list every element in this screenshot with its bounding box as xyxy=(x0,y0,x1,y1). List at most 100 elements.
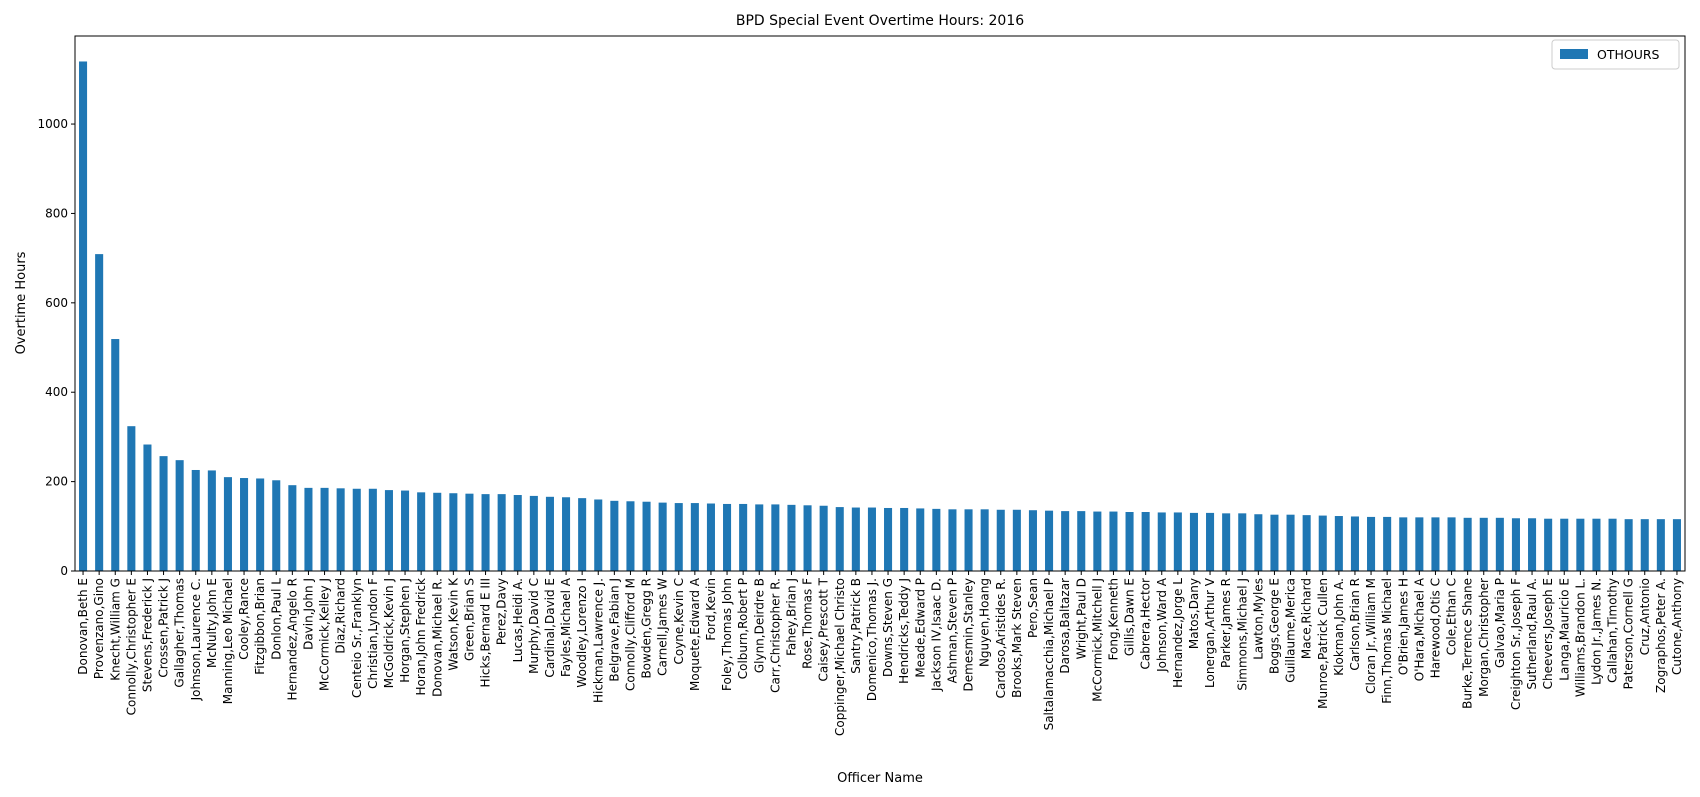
x-tick-label: Finn,Thomas Michael xyxy=(1380,578,1394,704)
x-tick-label: Connolly,Christopher E xyxy=(124,578,138,715)
x-tick-label: Ford,Kevin xyxy=(704,578,718,641)
y-tick-label: 400 xyxy=(45,385,68,399)
bar xyxy=(658,502,667,571)
bar xyxy=(79,61,88,571)
x-tick-label: Cardoso,Aristides R. xyxy=(994,578,1008,698)
x-tick-label: Downs,Steven G xyxy=(881,578,895,677)
bar xyxy=(111,339,120,571)
bars-group xyxy=(79,61,1681,572)
bar xyxy=(1656,519,1665,571)
bar xyxy=(1157,512,1166,571)
x-tick-label: Lydon Jr.,James N. xyxy=(1589,578,1603,685)
x-tick-label: Cooley,Rance xyxy=(237,578,251,660)
x-tick-label: Carnell,James W xyxy=(656,578,670,676)
bar xyxy=(1222,513,1231,571)
bar xyxy=(1093,511,1102,571)
x-tick-label: Callahan,Timothy xyxy=(1606,578,1620,683)
bar xyxy=(384,490,393,571)
bar xyxy=(690,503,699,571)
bar xyxy=(674,503,683,571)
x-tick-label: Donlon,Paul L xyxy=(269,578,283,660)
x-tick-label: Rose,Thomas F xyxy=(801,578,815,669)
bar xyxy=(626,501,635,571)
x-tick-label: Fahey,Brian J xyxy=(784,578,798,656)
bar xyxy=(449,493,458,571)
y-ticks-group: 0 200 400 600 800 1000 xyxy=(37,117,75,578)
bar xyxy=(304,487,313,571)
x-tick-label: Hernandez,Angelo R xyxy=(285,578,299,700)
x-tick-label: Perez,Davy xyxy=(495,578,509,645)
bar xyxy=(610,500,619,571)
bar xyxy=(1012,509,1021,571)
x-tick-label: Darosa,Baltazar xyxy=(1058,578,1072,674)
x-tick-label: Fong,Kenneth xyxy=(1106,578,1120,660)
x-tick-label: Donovan,Michael R. xyxy=(430,578,444,697)
x-axis-label: Officer Name xyxy=(837,771,923,786)
bar xyxy=(1028,510,1037,571)
x-tick-label: Williams,Brandon L. xyxy=(1573,578,1587,697)
x-tick-label: O'Brien,James H xyxy=(1396,578,1410,675)
bar xyxy=(578,498,587,571)
x-tick-label: Klokman,John A. xyxy=(1332,578,1346,676)
x-tick-label: Nguyen,Hoang xyxy=(978,578,992,667)
x-tick-label: Galvao,Maria P xyxy=(1493,578,1507,668)
x-tick-label: Domenico,Thomas J. xyxy=(865,578,879,701)
bar xyxy=(932,508,941,571)
x-tick-label: McNulty,John E xyxy=(205,578,219,668)
legend-label: OTHOURS xyxy=(1597,47,1660,62)
bar xyxy=(1302,515,1311,571)
bar xyxy=(1624,519,1633,571)
x-tick-label: Cloran Jr.,William M xyxy=(1364,578,1378,694)
bar xyxy=(1415,517,1424,571)
x-tick-label: Fitzgibbon,Brian xyxy=(253,578,267,675)
x-tick-label: Creighton Sr.,Joseph F xyxy=(1509,578,1523,710)
chart-title: BPD Special Event Overtime Hours: 2016 xyxy=(736,13,1024,29)
legend: OTHOURS xyxy=(1551,39,1680,70)
y-tick-label: 0 xyxy=(60,564,68,578)
bar xyxy=(223,477,232,571)
bar xyxy=(336,488,345,571)
x-tick-label: Boggs,George E xyxy=(1267,578,1281,674)
bar xyxy=(1061,511,1070,571)
x-tick-label: Jackson IV,Isaac D. xyxy=(929,578,943,692)
bar xyxy=(1560,518,1569,571)
bar xyxy=(1125,512,1134,571)
x-tick-label: Davin,John J xyxy=(301,578,315,650)
bar xyxy=(127,426,136,571)
axes-frame xyxy=(74,35,1686,572)
bar xyxy=(1173,512,1182,571)
bar xyxy=(771,504,780,571)
bar xyxy=(1479,517,1488,571)
y-tick-label: 1000 xyxy=(37,117,68,131)
bar xyxy=(1286,514,1295,571)
y-tick-label: 600 xyxy=(45,296,68,310)
bar xyxy=(1431,517,1440,571)
legend-box xyxy=(1551,39,1680,70)
bar xyxy=(481,494,490,571)
bar xyxy=(1672,519,1681,571)
x-tick-label: Stevens,Frederick J xyxy=(140,578,154,692)
bar xyxy=(562,497,571,571)
x-tick-label: Bowden,Gregg R xyxy=(640,578,654,679)
bar xyxy=(1318,515,1327,571)
x-tick-label: Donovan,Beth E xyxy=(76,578,90,675)
bar xyxy=(1238,513,1247,571)
x-ticks-group: Donovan,Beth E Provenzano,Gino Knecht,Will… xyxy=(76,571,1684,736)
bar xyxy=(240,478,249,571)
bar xyxy=(1367,516,1376,571)
bar xyxy=(1528,518,1537,571)
bar xyxy=(1495,517,1504,571)
x-tick-label: O'Hara,Michael A xyxy=(1412,577,1426,681)
bar xyxy=(1383,516,1392,571)
x-tick-label: Cardinal,David E xyxy=(543,578,557,678)
bar xyxy=(1189,512,1198,571)
x-tick-label: Cheevers,Joseph E xyxy=(1541,578,1555,689)
x-tick-label: Hernandez,Jorge L xyxy=(1171,578,1185,688)
x-tick-label: Horan,John Fredrick xyxy=(414,578,428,696)
x-tick-label: Burke,Terrence Shane xyxy=(1461,578,1475,709)
x-tick-label: Lawton,Myles xyxy=(1251,578,1265,660)
x-tick-label: Mace,Richard xyxy=(1300,578,1314,659)
bar xyxy=(175,460,184,571)
bar xyxy=(851,507,860,571)
